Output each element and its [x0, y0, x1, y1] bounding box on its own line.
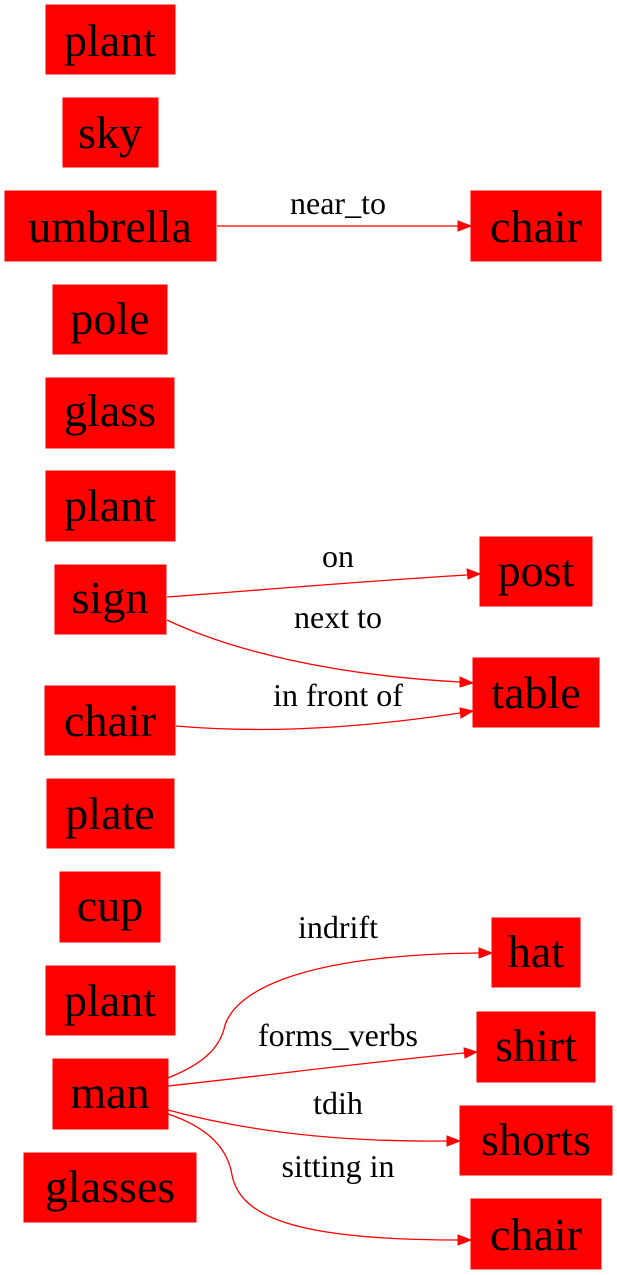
- node-pole: pole: [52, 284, 168, 355]
- edge-man-hat: indrift: [167, 909, 494, 1079]
- node-box: [472, 657, 600, 728]
- node-label: plant: [64, 15, 156, 66]
- node-label: hat: [508, 926, 564, 977]
- node-post: post: [479, 536, 593, 607]
- edge-chair-table: in front of: [175, 677, 475, 731]
- node-man: man: [52, 1058, 169, 1130]
- node-plant: plant: [45, 470, 176, 542]
- node-plant: plant: [45, 965, 176, 1036]
- node-sign: sign: [54, 564, 167, 635]
- node-plate: plate: [46, 778, 175, 849]
- edge-label: tdih: [313, 1085, 363, 1121]
- arrowhead: [457, 220, 473, 232]
- node-plant: plant: [45, 4, 176, 75]
- edge-man-shirt: forms_verbs: [167, 1017, 479, 1087]
- arrowhead: [459, 707, 475, 719]
- edge-label: in front of: [273, 677, 403, 713]
- node-box: [470, 190, 602, 262]
- node-label: sign: [72, 572, 149, 623]
- node-box: [45, 470, 176, 542]
- node-box: [44, 685, 176, 756]
- arrowhead: [446, 1135, 462, 1147]
- node-label: shorts: [481, 1114, 591, 1165]
- edge-label: forms_verbs: [258, 1017, 418, 1053]
- node-chair: chair: [44, 685, 176, 756]
- node-label: glass: [64, 385, 156, 436]
- edge-line: [167, 1109, 448, 1142]
- node-box: [470, 1198, 602, 1270]
- arrowhead: [463, 1047, 479, 1059]
- arrowhead: [457, 1234, 473, 1246]
- node-table: table: [472, 657, 600, 728]
- edge-line: [167, 1113, 459, 1241]
- node-box: [491, 917, 581, 988]
- node-chair: chair: [470, 1198, 602, 1270]
- node-label: shirt: [495, 1020, 577, 1071]
- node-box: [54, 564, 167, 635]
- arrowhead: [459, 676, 475, 688]
- node-box: [23, 1152, 197, 1223]
- arrowhead: [466, 568, 482, 580]
- edge-sign-table: next to: [166, 599, 475, 688]
- node-box: [45, 4, 176, 75]
- edge-label: near_to: [290, 185, 386, 221]
- edge-line: [175, 712, 461, 731]
- node-label: plant: [64, 480, 156, 531]
- node-label: cup: [77, 880, 143, 931]
- node-umbrella: umbrella: [4, 190, 217, 262]
- edge-man-shorts: tdih: [167, 1085, 462, 1147]
- node-box: [59, 871, 161, 943]
- node-label: plant: [64, 975, 156, 1026]
- edge-line: [167, 952, 480, 1079]
- node-label: plate: [65, 788, 154, 839]
- node-sky: sky: [62, 97, 159, 168]
- node-label: table: [491, 667, 580, 718]
- node-label: chair: [490, 201, 582, 252]
- node-label: man: [70, 1067, 149, 1118]
- node-box: [4, 190, 217, 262]
- edge-label: indrift: [298, 909, 378, 945]
- node-label: chair: [490, 1209, 582, 1260]
- node-box: [46, 778, 175, 849]
- node-shirt: shirt: [476, 1011, 596, 1083]
- node-label: post: [498, 545, 575, 596]
- node-label: pole: [70, 293, 149, 344]
- node-box: [476, 1011, 596, 1083]
- node-glass: glass: [45, 377, 175, 449]
- node-shorts: shorts: [459, 1105, 613, 1176]
- edge-umbrella-chair: near_to: [217, 185, 473, 232]
- node-box: [459, 1105, 613, 1176]
- edge-line: [166, 619, 461, 683]
- node-chair: chair: [470, 190, 602, 262]
- arrowhead: [478, 947, 494, 959]
- node-box: [479, 536, 593, 607]
- node-glasses: glasses: [23, 1152, 197, 1223]
- edge-label: next to: [294, 599, 382, 635]
- edge-label: sitting in: [282, 1148, 395, 1184]
- edge-line: [166, 574, 468, 598]
- edge-man-chair: sitting in: [167, 1113, 473, 1246]
- node-label: sky: [78, 107, 142, 158]
- node-label: umbrella: [28, 201, 192, 252]
- node-box: [52, 1058, 169, 1130]
- edge-sign-post: on: [166, 538, 482, 598]
- node-hat: hat: [491, 917, 581, 988]
- edge-label: on: [322, 538, 354, 574]
- node-cup: cup: [59, 871, 161, 943]
- node-box: [52, 284, 168, 355]
- edge-line: [167, 1052, 465, 1087]
- node-label: chair: [64, 695, 156, 746]
- node-box: [62, 97, 159, 168]
- node-box: [45, 377, 175, 449]
- node-box: [45, 965, 176, 1036]
- node-label: glasses: [45, 1161, 175, 1212]
